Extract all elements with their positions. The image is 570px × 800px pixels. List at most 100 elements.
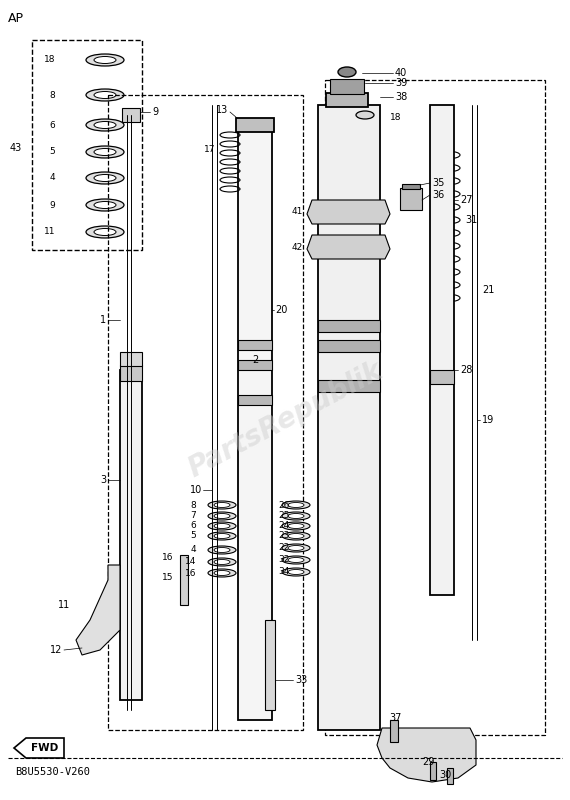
- Text: 18: 18: [390, 113, 401, 122]
- Text: 38: 38: [395, 92, 407, 102]
- Ellipse shape: [214, 534, 230, 538]
- Polygon shape: [307, 235, 390, 259]
- Text: 21: 21: [482, 285, 494, 295]
- Ellipse shape: [282, 501, 310, 509]
- Ellipse shape: [86, 54, 124, 66]
- Text: 42: 42: [292, 242, 303, 251]
- Ellipse shape: [86, 146, 124, 158]
- Bar: [430, 105, 454, 595]
- Text: 16: 16: [185, 569, 196, 578]
- Text: 2: 2: [252, 355, 258, 365]
- Ellipse shape: [94, 91, 116, 98]
- Text: 3: 3: [100, 475, 106, 485]
- Ellipse shape: [288, 523, 304, 529]
- Text: 26: 26: [279, 501, 290, 510]
- Text: 33: 33: [295, 675, 307, 685]
- Ellipse shape: [288, 558, 304, 562]
- Bar: [32, 40, 142, 250]
- Text: 15: 15: [161, 573, 173, 582]
- Bar: [120, 370, 142, 700]
- Ellipse shape: [94, 174, 116, 182]
- Text: 22: 22: [279, 543, 290, 553]
- Ellipse shape: [86, 226, 124, 238]
- Text: PartsRepublik: PartsRepublik: [183, 357, 387, 483]
- Text: 36: 36: [432, 190, 444, 200]
- Text: 30: 30: [439, 770, 451, 780]
- Bar: [447, 768, 453, 784]
- Ellipse shape: [94, 229, 116, 235]
- Text: 7: 7: [190, 511, 196, 521]
- Bar: [122, 108, 140, 122]
- Ellipse shape: [282, 556, 310, 564]
- Ellipse shape: [338, 67, 356, 77]
- Text: 10: 10: [190, 485, 202, 495]
- Polygon shape: [14, 738, 64, 758]
- Ellipse shape: [214, 523, 230, 529]
- Text: 6: 6: [49, 121, 55, 130]
- Text: 13: 13: [216, 105, 228, 115]
- Ellipse shape: [282, 568, 310, 576]
- Bar: [318, 380, 380, 392]
- Text: 32: 32: [279, 555, 290, 565]
- Text: FWD: FWD: [31, 743, 59, 753]
- Ellipse shape: [288, 502, 304, 507]
- Text: 43: 43: [10, 143, 22, 153]
- Ellipse shape: [214, 559, 230, 565]
- Text: 5: 5: [190, 531, 196, 541]
- Text: 1: 1: [100, 315, 106, 325]
- Ellipse shape: [94, 122, 116, 129]
- Text: 9: 9: [49, 201, 55, 210]
- Ellipse shape: [86, 199, 124, 211]
- Bar: [400, 188, 422, 210]
- Ellipse shape: [214, 547, 230, 553]
- Text: 25: 25: [279, 511, 290, 521]
- Text: 9: 9: [152, 107, 158, 117]
- Bar: [238, 360, 272, 370]
- Bar: [120, 352, 142, 366]
- Ellipse shape: [208, 522, 236, 530]
- Ellipse shape: [208, 546, 236, 554]
- Text: 20: 20: [275, 305, 287, 315]
- Text: 4: 4: [190, 546, 196, 554]
- Text: B8U5530-V260: B8U5530-V260: [15, 767, 90, 777]
- Ellipse shape: [288, 514, 304, 518]
- Bar: [120, 365, 142, 381]
- Ellipse shape: [214, 514, 230, 518]
- Ellipse shape: [356, 111, 374, 119]
- Ellipse shape: [94, 202, 116, 209]
- Text: 37: 37: [389, 713, 401, 723]
- Ellipse shape: [94, 57, 116, 63]
- Text: 17: 17: [203, 146, 215, 154]
- Bar: [238, 130, 272, 720]
- Ellipse shape: [282, 544, 310, 552]
- Bar: [402, 184, 420, 189]
- Bar: [325, 80, 545, 735]
- Bar: [318, 340, 380, 352]
- Bar: [108, 95, 303, 730]
- Bar: [238, 340, 272, 350]
- Ellipse shape: [86, 89, 124, 101]
- Bar: [430, 370, 454, 384]
- Bar: [238, 395, 272, 405]
- Text: 23: 23: [279, 531, 290, 541]
- Ellipse shape: [214, 570, 230, 575]
- Ellipse shape: [94, 149, 116, 155]
- Text: 24: 24: [279, 522, 290, 530]
- Text: 8: 8: [49, 90, 55, 99]
- Text: 35: 35: [432, 178, 445, 188]
- Bar: [430, 762, 436, 780]
- Ellipse shape: [282, 522, 310, 530]
- Text: 6: 6: [190, 522, 196, 530]
- Text: 8: 8: [190, 501, 196, 510]
- Ellipse shape: [288, 570, 304, 574]
- Text: 27: 27: [460, 195, 473, 205]
- Ellipse shape: [288, 534, 304, 538]
- Polygon shape: [307, 200, 390, 224]
- Text: 39: 39: [395, 78, 407, 88]
- Text: 5: 5: [49, 147, 55, 157]
- Polygon shape: [377, 728, 476, 782]
- Text: 41: 41: [292, 207, 303, 217]
- Bar: [326, 93, 368, 107]
- Bar: [265, 620, 275, 710]
- Text: 11: 11: [58, 600, 70, 610]
